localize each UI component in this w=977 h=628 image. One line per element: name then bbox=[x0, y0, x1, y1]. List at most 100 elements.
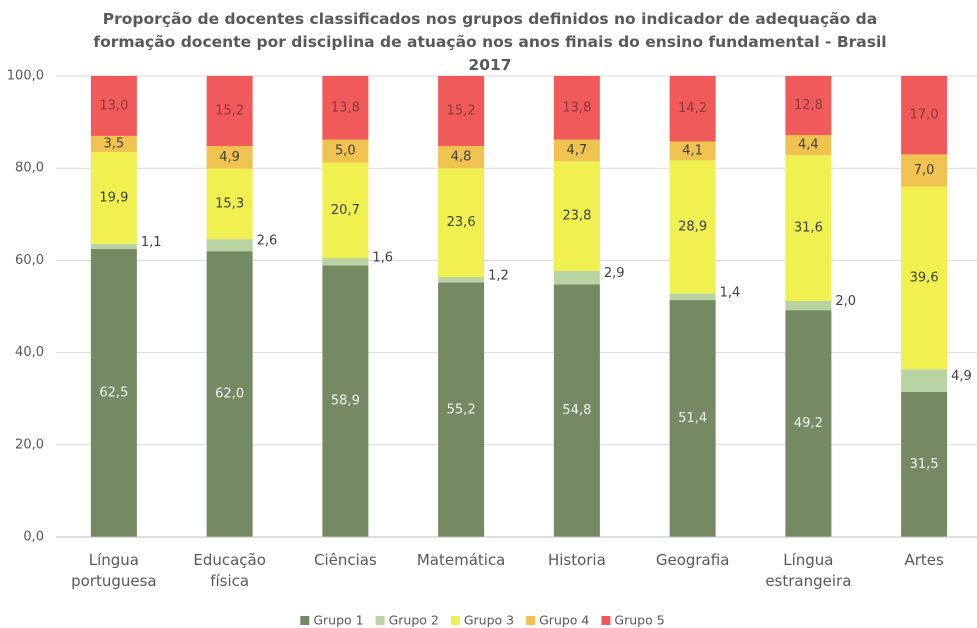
bar-segment bbox=[553, 284, 600, 537]
bar-segment bbox=[901, 76, 948, 155]
data-label: 1,1 bbox=[141, 235, 162, 250]
data-label: 62,5 bbox=[99, 385, 128, 400]
bar-segment bbox=[901, 369, 948, 392]
bar-segment bbox=[90, 152, 137, 244]
data-label: 17,0 bbox=[910, 108, 939, 123]
data-label: 4,1 bbox=[682, 143, 703, 158]
x-tick-label: Língua portuguesa bbox=[71, 551, 157, 590]
x-tick-label: Historia bbox=[547, 551, 606, 569]
bar-segment bbox=[785, 76, 832, 136]
bar-segment bbox=[206, 168, 253, 240]
data-label: 13,0 bbox=[99, 98, 128, 113]
bar-segment bbox=[901, 391, 948, 537]
data-label: 51,4 bbox=[678, 411, 707, 426]
legend-swatch bbox=[526, 616, 536, 625]
data-label: 20,7 bbox=[331, 203, 360, 218]
data-label: 4,7 bbox=[567, 143, 588, 158]
data-label: 4,9 bbox=[219, 150, 240, 165]
data-label: 15,2 bbox=[215, 104, 244, 119]
bar-segment bbox=[438, 76, 485, 147]
bar-segment bbox=[669, 76, 716, 142]
legend-label: Grupo 2 bbox=[389, 613, 439, 628]
data-label: 55,2 bbox=[447, 402, 476, 417]
bar-segment bbox=[322, 76, 369, 140]
bar-segment bbox=[785, 310, 832, 537]
y-tick-label: 40,0 bbox=[15, 345, 44, 360]
legend-swatch bbox=[375, 616, 385, 625]
bar-segment bbox=[438, 282, 485, 537]
bar-segment bbox=[553, 161, 600, 272]
chart-title: Proporção de docentes classificados nos … bbox=[93, 10, 887, 74]
data-label: 14,2 bbox=[678, 101, 707, 116]
data-label: 3,5 bbox=[104, 136, 125, 151]
data-label: 15,3 bbox=[215, 196, 244, 211]
bar-segment bbox=[785, 155, 832, 301]
bar-segment bbox=[322, 162, 369, 259]
x-tick-label: Língua estrangeira bbox=[765, 551, 852, 590]
bar-segment bbox=[438, 276, 485, 283]
data-label: 23,6 bbox=[447, 215, 476, 230]
legend-label: Grupo 1 bbox=[313, 613, 363, 628]
data-label: 4,4 bbox=[798, 138, 819, 153]
legend-label: Grupo 5 bbox=[614, 613, 664, 628]
bar-segment bbox=[669, 141, 716, 161]
x-tick-label: Educação física bbox=[193, 551, 266, 590]
bar-segment bbox=[669, 300, 716, 537]
bar-segment bbox=[206, 239, 253, 252]
y-tick-label: 20,0 bbox=[15, 437, 44, 452]
bar-segment bbox=[785, 135, 832, 156]
data-label: 13,8 bbox=[331, 100, 360, 115]
data-label: 2,9 bbox=[604, 266, 625, 281]
data-label: 12,8 bbox=[794, 98, 823, 113]
data-label: 1,2 bbox=[488, 268, 509, 283]
bar-segment bbox=[553, 76, 600, 140]
data-label: 58,9 bbox=[331, 394, 360, 409]
bar-segment bbox=[90, 76, 137, 136]
data-label: 19,9 bbox=[99, 190, 128, 205]
data-label: 2,6 bbox=[257, 234, 278, 249]
data-label: 31,5 bbox=[910, 457, 939, 472]
bar-segment bbox=[206, 146, 253, 169]
x-tick-label: Matemática bbox=[416, 551, 506, 569]
legend-swatch bbox=[450, 616, 460, 625]
data-label: 4,8 bbox=[451, 150, 472, 165]
bar-segment bbox=[438, 168, 485, 277]
data-label: 31,6 bbox=[794, 221, 823, 236]
bar-segment bbox=[206, 76, 253, 147]
bar-segment bbox=[901, 154, 948, 187]
bar-segment bbox=[785, 300, 832, 311]
data-label: 13,8 bbox=[562, 100, 591, 115]
data-label: 23,8 bbox=[562, 209, 591, 224]
y-tick-label: 60,0 bbox=[15, 253, 44, 268]
bar-segment bbox=[322, 265, 369, 537]
data-label: 39,6 bbox=[910, 270, 939, 285]
data-label: 2,0 bbox=[835, 294, 856, 309]
data-label: 28,9 bbox=[678, 219, 707, 234]
bar-segment bbox=[322, 139, 369, 163]
x-tick-label: Geografia bbox=[655, 551, 730, 569]
bar-segment bbox=[90, 135, 137, 153]
bar-segment bbox=[90, 243, 137, 249]
y-tick-label: 0,0 bbox=[23, 530, 44, 545]
y-tick-label: 80,0 bbox=[15, 161, 44, 176]
data-label: 54,8 bbox=[562, 403, 591, 418]
bar-segment bbox=[553, 139, 600, 162]
y-tick-label: 100,0 bbox=[7, 69, 44, 84]
bar-segment bbox=[438, 146, 485, 169]
legend-swatch bbox=[601, 616, 611, 625]
data-label: 4,9 bbox=[951, 369, 972, 384]
legend-label: Grupo 3 bbox=[464, 613, 514, 628]
legend-label: Grupo 4 bbox=[539, 613, 589, 628]
bar-segment bbox=[322, 258, 369, 266]
bar-segment bbox=[206, 251, 253, 537]
data-label: 5,0 bbox=[335, 144, 356, 159]
data-label: 1,6 bbox=[372, 250, 393, 265]
data-label: 7,0 bbox=[914, 163, 935, 178]
bar-segment bbox=[553, 271, 600, 285]
x-tick-label: Ciências bbox=[313, 551, 377, 569]
bar-segment bbox=[669, 160, 716, 294]
x-tick-label: Artes bbox=[904, 551, 944, 569]
bar-segment bbox=[90, 248, 137, 537]
